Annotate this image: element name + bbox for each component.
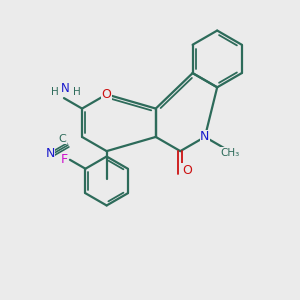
Text: C: C	[58, 134, 66, 144]
Text: F: F	[60, 153, 68, 166]
Text: H: H	[73, 86, 80, 97]
Text: N: N	[200, 130, 210, 143]
Text: N: N	[61, 82, 70, 95]
Text: N: N	[45, 147, 55, 160]
Text: CH₃: CH₃	[220, 148, 240, 158]
Text: O: O	[102, 88, 112, 101]
Text: O: O	[182, 164, 192, 177]
Text: H: H	[51, 86, 59, 97]
